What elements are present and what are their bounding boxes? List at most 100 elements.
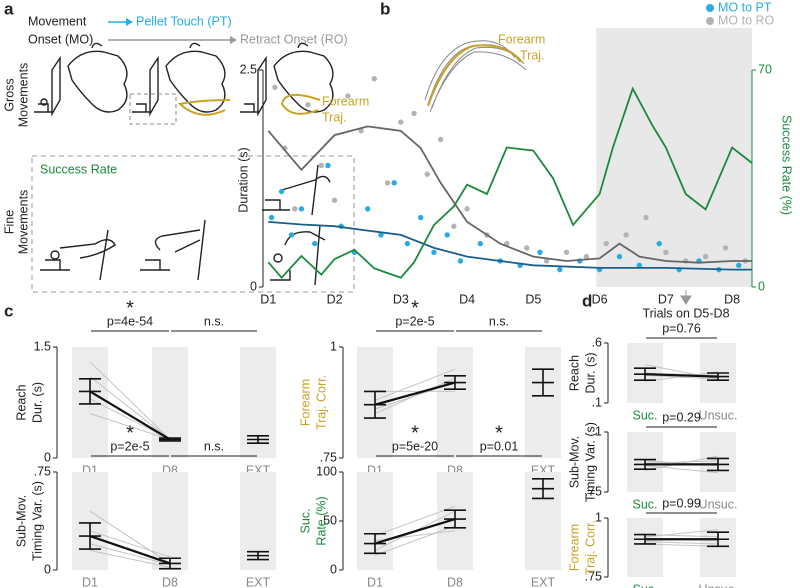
mean-line [89,390,171,441]
column-bg [525,347,561,458]
point [364,206,371,212]
y-axis-label: Dur. (s) [30,382,44,423]
arrow-head [126,18,133,26]
forearm-trajectory [280,93,321,115]
fine-box [31,155,355,293]
p-value: n.s. [204,439,224,453]
point [451,223,457,229]
y-axis-label: Rate (%) [314,496,328,545]
panel-letter: b [380,0,390,18]
mean-line [374,381,456,406]
y-tick-label: .75 [34,464,51,478]
y-tick-label: 1.5 [34,339,51,353]
y-tick-label: 1 [595,510,602,524]
legend-label: MO to PT [718,0,772,14]
panel-letter: c [4,301,13,320]
individual-line [89,361,171,440]
x-tick-label: D8 [724,292,740,306]
x-tick-label: EXT [246,575,271,588]
y2-tick-label: 70 [758,62,772,76]
significance-star: * [495,422,503,444]
y-tick-label: 0 [330,562,337,576]
significance-star: * [411,422,419,444]
hand-sketch [262,164,331,286]
x-tick-label: Suc. [632,408,657,422]
column-bg [72,472,108,570]
y-tick-label: .6 [592,335,602,349]
individual-line [644,374,719,380]
x-tick-label: D2 [327,292,343,306]
point [378,232,384,238]
point [268,214,275,221]
row-label: Movements [16,63,30,128]
column-bg [152,472,188,570]
point [702,253,709,260]
point [311,240,318,247]
point [616,253,623,260]
point [325,162,331,169]
p-value: p=0.01 [480,439,519,453]
point [656,240,662,247]
y-axis-label: Traj. Corr. [314,375,328,430]
hand-sketch [140,219,206,281]
point [411,110,417,117]
row-label: Movements [16,190,30,255]
y-tick-label: .75 [320,450,337,464]
point [272,84,278,91]
y-tick-label: 100 [316,464,337,478]
pellet [273,253,283,263]
point [437,136,444,143]
x-tick-label: Unsuc. [699,408,738,422]
y-tick-label: 50 [323,513,337,527]
p-value: p=2e-5 [395,314,434,328]
point [444,232,450,238]
x-tick-label: Unsuc. [699,582,738,588]
individual-line [374,368,456,401]
point [643,214,649,221]
p-value: n.s. [489,314,509,328]
individual-line [89,510,171,564]
individual-line [374,525,456,556]
column-bg [437,347,473,458]
individual-line [644,534,719,538]
highlight [596,28,752,287]
mo-label: Onset (MO) [28,32,93,46]
point [477,240,484,247]
x-tick-label: Unsuc. [699,497,738,511]
individual-line [644,460,719,464]
success-label: Success Rate [40,162,117,176]
y-tick-label: 2.5 [240,62,257,76]
individual-line [644,541,719,545]
point [288,232,295,238]
p-value: p=4e-54 [107,314,153,328]
point [318,162,325,169]
point [305,102,311,108]
point [292,206,298,212]
point [557,266,563,273]
point [537,249,543,255]
ro-label: Retract Onset (RO) [240,32,348,46]
point [298,206,305,212]
hand-sketch [40,229,116,281]
x-tick-label: D4 [459,292,475,306]
mouse [239,42,334,115]
point [543,258,550,264]
y2-axis-label: Success Rate (%) [780,115,794,215]
individual-line [89,549,171,568]
panel-letter: a [4,0,14,18]
arrow [680,290,692,305]
point [404,240,411,247]
y2-tick-label: 0 [758,279,765,293]
point [464,206,470,212]
individual-line [89,376,171,440]
y-tick-label: 1 [595,424,602,438]
significance-star: * [411,297,419,319]
point [431,249,437,255]
legend-marker [706,4,714,12]
forearm-label: Forearm [322,94,369,108]
point [417,214,424,221]
p-value: p=0.99 [662,496,701,510]
point [583,253,590,260]
success-line [267,86,753,280]
point [636,262,643,268]
